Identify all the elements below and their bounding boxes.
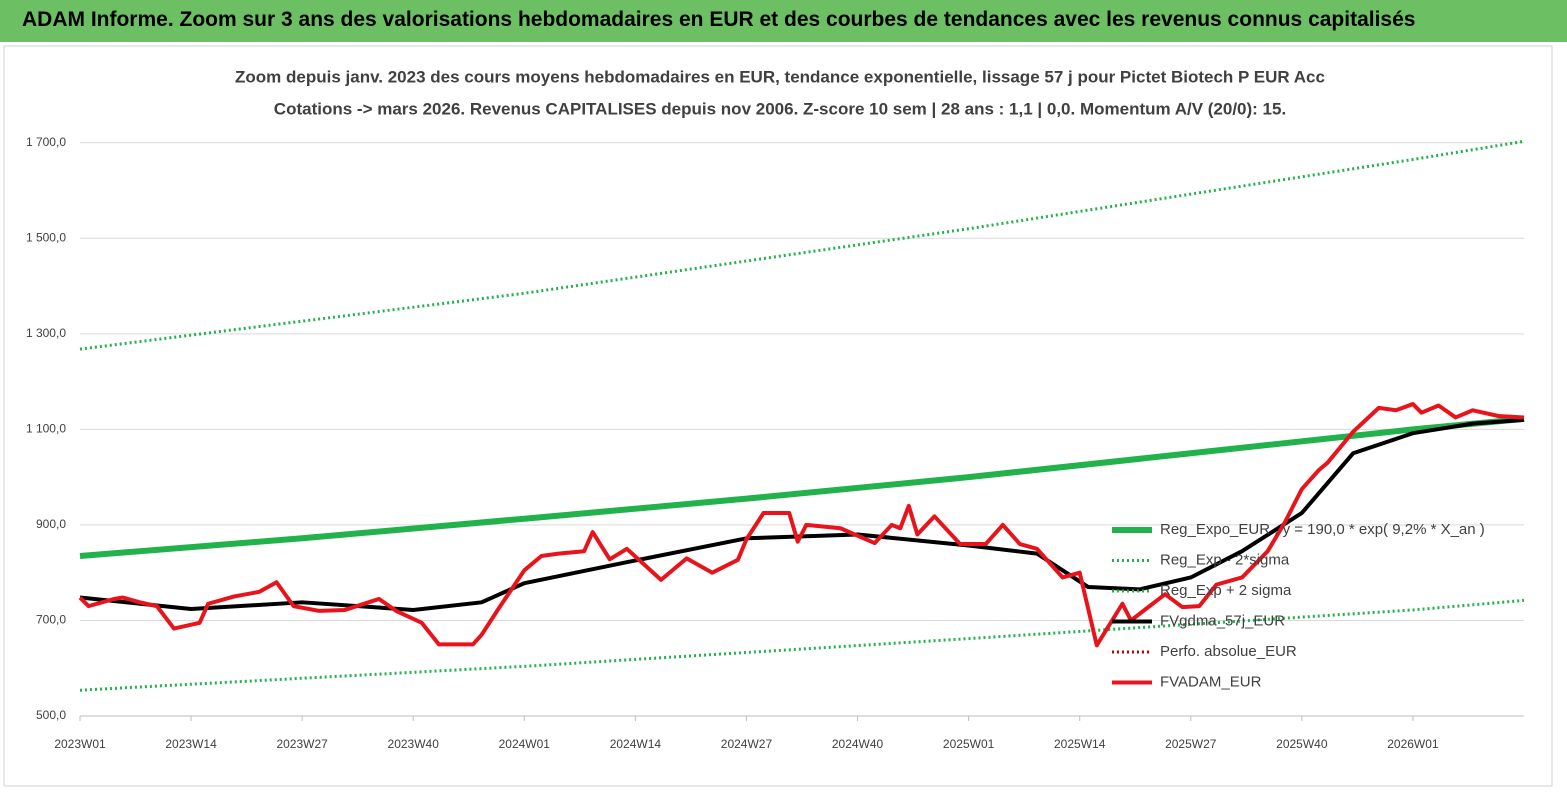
y-tick-label: 1 300,0 bbox=[26, 326, 66, 340]
x-tick-label: 2025W27 bbox=[1165, 737, 1217, 751]
series-line bbox=[79, 139, 1525, 351]
legend-label: FVgdma_57j_EUR bbox=[1160, 612, 1285, 629]
series-line bbox=[78, 402, 1525, 648]
x-tick-label: 2026W01 bbox=[1387, 737, 1439, 751]
x-tick-label: 2024W14 bbox=[610, 737, 662, 751]
series-line bbox=[79, 598, 1525, 692]
series-line bbox=[79, 417, 1525, 612]
y-tick-label: 1 100,0 bbox=[26, 422, 66, 436]
y-tick-label: 500,0 bbox=[36, 708, 66, 722]
x-tick-label: 2025W40 bbox=[1276, 737, 1328, 751]
header: ADAM Informe. Zoom sur 3 ans des valoris… bbox=[0, 0, 1567, 42]
chart-subtitle: Cotations -> mars 2026. Revenus CAPITALI… bbox=[274, 99, 1286, 118]
x-tick-label: 2024W40 bbox=[832, 737, 884, 751]
chart: Zoom depuis janv. 2023 des cours moyens … bbox=[3, 45, 1553, 787]
chart-title: Zoom depuis janv. 2023 des cours moyens … bbox=[235, 67, 1325, 86]
chart-frame bbox=[3, 45, 1553, 787]
x-tick-label: 2023W40 bbox=[388, 737, 440, 751]
x-tick-label: 2023W01 bbox=[54, 737, 106, 751]
header-title: ADAM Informe. Zoom sur 3 ans des valoris… bbox=[22, 8, 1416, 31]
y-tick-label: 1 500,0 bbox=[26, 230, 66, 244]
x-tick-label: 2025W01 bbox=[943, 737, 995, 751]
x-tick-label: 2023W27 bbox=[276, 737, 328, 751]
y-tick-label: 900,0 bbox=[36, 517, 66, 531]
y-tick-label: 700,0 bbox=[36, 613, 66, 627]
legend-label: Perfo. absolue_EUR bbox=[1160, 643, 1297, 660]
x-tick-label: 2023W14 bbox=[165, 737, 217, 751]
x-tick-label: 2024W27 bbox=[721, 737, 773, 751]
y-tick-label: 1 700,0 bbox=[26, 135, 66, 149]
x-tick-label: 2025W14 bbox=[1054, 737, 1106, 751]
legend-label: FVADAM_EUR bbox=[1160, 673, 1262, 690]
legend-label: Reg_Exp + 2 sigma bbox=[1160, 582, 1292, 599]
legend-label: Reg_Expo_EUR , y = 190,0 * exp( 9,2% * X… bbox=[1160, 521, 1485, 538]
legend-label: Reg_Exp - 2*sigma bbox=[1160, 551, 1290, 568]
series-line bbox=[79, 415, 1525, 559]
x-tick-label: 2024W01 bbox=[499, 737, 551, 751]
